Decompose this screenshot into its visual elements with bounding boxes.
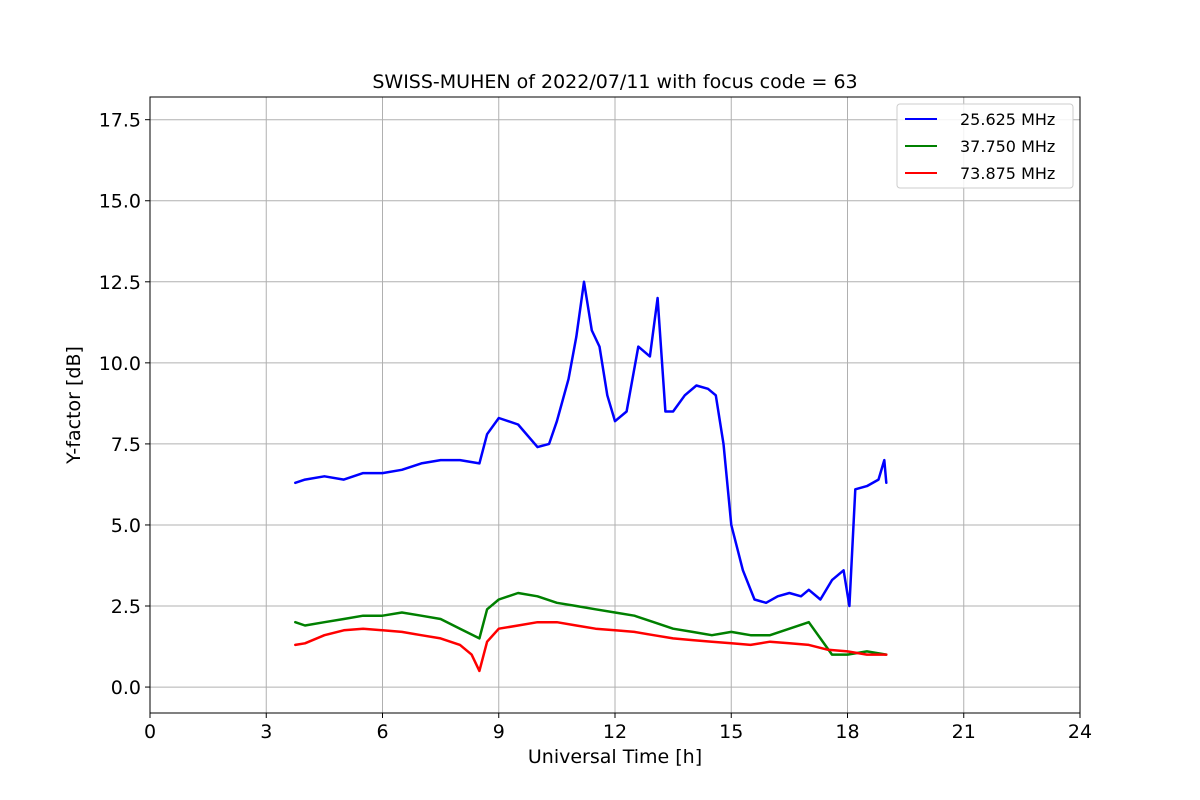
legend: 25.625 MHz 37.750 MHz 73.875 MHz: [896, 103, 1074, 189]
ticks: 0 3 6 9 12 15 18 21 24 0.0 2.5 5.0 7.5 10.0 12.5 15.0 17…: [99, 110, 1092, 743]
legend-label: 25.625 MHz: [960, 110, 1055, 129]
x-tick-label: 3: [260, 721, 272, 743]
series-layer: [294, 280, 888, 673]
x-tick-label: 21: [952, 721, 976, 743]
x-tick-label: 18: [835, 721, 859, 743]
x-tick-label: 15: [719, 721, 743, 743]
x-tick-label: 12: [603, 721, 627, 743]
y-axis-title: Y-factor [dB]: [63, 346, 85, 465]
y-tick-label: 0.0: [111, 677, 141, 699]
y-tick-label: 12.5: [99, 272, 141, 294]
legend-label: 73.875 MHz: [960, 164, 1055, 183]
chart-title: SWISS-MUHEN of 2022/07/11 with focus cod…: [372, 71, 857, 93]
x-tick-label: 6: [376, 721, 388, 743]
y-tick-label: 2.5: [111, 596, 141, 618]
y-tick-label: 17.5: [99, 110, 141, 132]
legend-label: 37.750 MHz: [960, 137, 1055, 156]
legend-box: [896, 103, 1074, 189]
x-axis-title: Universal Time [h]: [528, 746, 702, 768]
x-tick-label: 0: [144, 721, 156, 743]
x-tick-label: 24: [1068, 721, 1092, 743]
y-tick-label: 10.0: [99, 353, 141, 375]
series-line-3: [294, 620, 888, 673]
series-line-2: [294, 591, 888, 656]
x-tick-label: 9: [493, 721, 505, 743]
y-tick-label: 15.0: [99, 191, 141, 213]
series-line-1: [294, 280, 888, 608]
y-tick-label: 5.0: [111, 515, 141, 537]
y-tick-label: 7.5: [111, 434, 141, 456]
